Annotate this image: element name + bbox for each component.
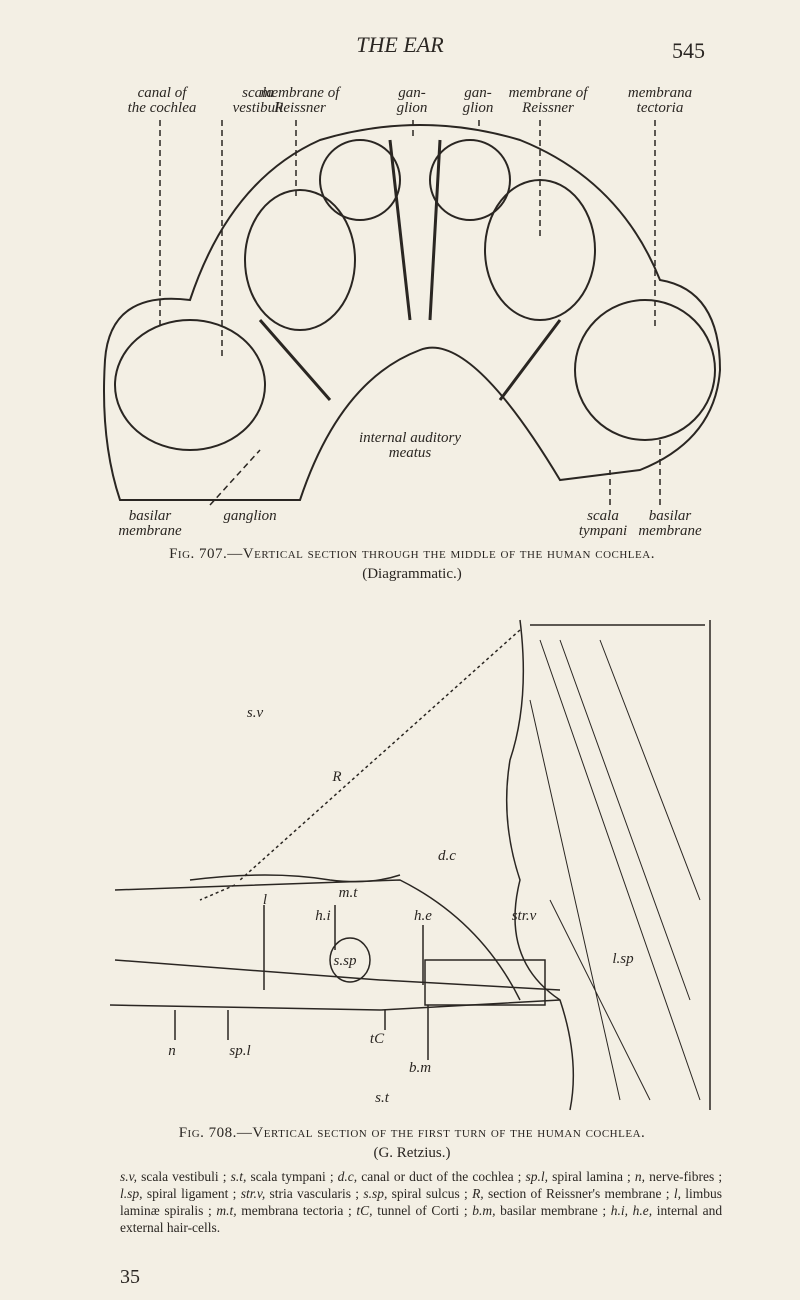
legend-text: scala tympani ; [250,1169,334,1184]
bottom-label: ganglion [223,508,276,524]
fig-label: m.t [339,885,359,901]
legend-text: limbus laminæ spiralis ; [120,1186,723,1218]
legend-text: tunnel of Corti ; [377,1203,468,1218]
legend-abbr: b.m, [472,1203,496,1218]
legend-abbr: R, [472,1186,484,1201]
figure-caption: Fig. 708.—Vertical section of the first … [179,1125,646,1141]
figure-708-drawing [109,619,711,1111]
top-label: membrane of Reissner [261,85,342,116]
fig-label: l.sp [612,951,634,967]
legend-abbr: l, [673,1186,681,1201]
legend-text: scala vestibuli ; [141,1169,227,1184]
signature-mark: 35 [120,1266,140,1288]
legend-text: internal and external hair-cells. [120,1203,723,1235]
legend-abbr: l.sp, [120,1186,143,1201]
legend-abbr: s.sp, [363,1186,388,1201]
fig-label: str.v [512,908,537,924]
fig-label: d.c [438,848,456,864]
legend-text: spiral lamina ; [552,1169,631,1184]
running-head: THE EAR [356,32,444,57]
figure-legend: s.v, scala vestibuli ; s.t, scala tympan… [120,1168,722,1236]
fig-label: R [331,769,341,785]
legend-abbr: s.v, [120,1169,137,1184]
top-label: scala vestibuli [233,85,284,116]
legend-abbr: sp.l, [525,1169,549,1184]
legend-text: stria vascularis ; [269,1186,360,1201]
fig-label: s.t [375,1090,390,1106]
legend-abbr: h.i, h.e, [610,1203,653,1218]
center-label: internal auditory meatus [359,430,461,461]
figure-caption: Fig. 707.—Vertical section through the m… [169,546,655,562]
legend-text: canal or duct of the cochlea ; [361,1169,522,1184]
bottom-label: basilar membrane [118,508,182,539]
fig-label: s.v [247,705,264,721]
legend-text: membrana tectoria ; [241,1203,352,1218]
figure-708-labels: s.v R d.c l m.t h.i h.e str.v s.sp l.sp … [168,705,634,1106]
bottom-label: basilar membrane [638,508,702,539]
legend-abbr: str.v, [240,1186,266,1201]
legend-text: basilar membrane ; [500,1203,607,1218]
fig-label: h.e [414,908,432,924]
legend-text: spiral sulcus ; [391,1186,468,1201]
top-label: membrane of Reissner [509,85,590,116]
top-label: canal of the cochlea [128,85,197,116]
figure-707-labels: canal of the cochlea scala vestibuli membr… [118,85,702,539]
top-label: gan-glion [463,85,494,116]
legend-abbr: n, [634,1169,645,1184]
fig-label: s.sp [334,953,357,969]
page-number: 545 [672,38,705,63]
figure-707-drawing [103,120,722,506]
legend-abbr: d.c, [337,1169,358,1184]
fig-label: b.m [409,1060,431,1076]
bottom-label: scala tympani [579,508,627,539]
fig-label: n [168,1043,176,1059]
fig-label: sp.l [229,1043,250,1059]
fig-label: h.i [315,908,330,924]
figure-subcaption: (Diagrammatic.) [362,566,462,582]
top-label: membrana tectoria [628,85,692,116]
legend-abbr: tC, [356,1203,373,1218]
legend-text: nerve-fibres ; [649,1169,723,1184]
figure-subcaption: (G. Retzius.) [373,1145,450,1161]
legend-abbr: m.t, [216,1203,237,1218]
fig-label: l [263,892,267,908]
top-label: gan-glion [397,85,428,116]
legend-text: section of Reissner's membrane ; [487,1186,670,1201]
legend-text: spiral ligament ; [146,1186,237,1201]
fig-label: tC [370,1031,385,1047]
legend-abbr: s.t, [230,1169,247,1184]
